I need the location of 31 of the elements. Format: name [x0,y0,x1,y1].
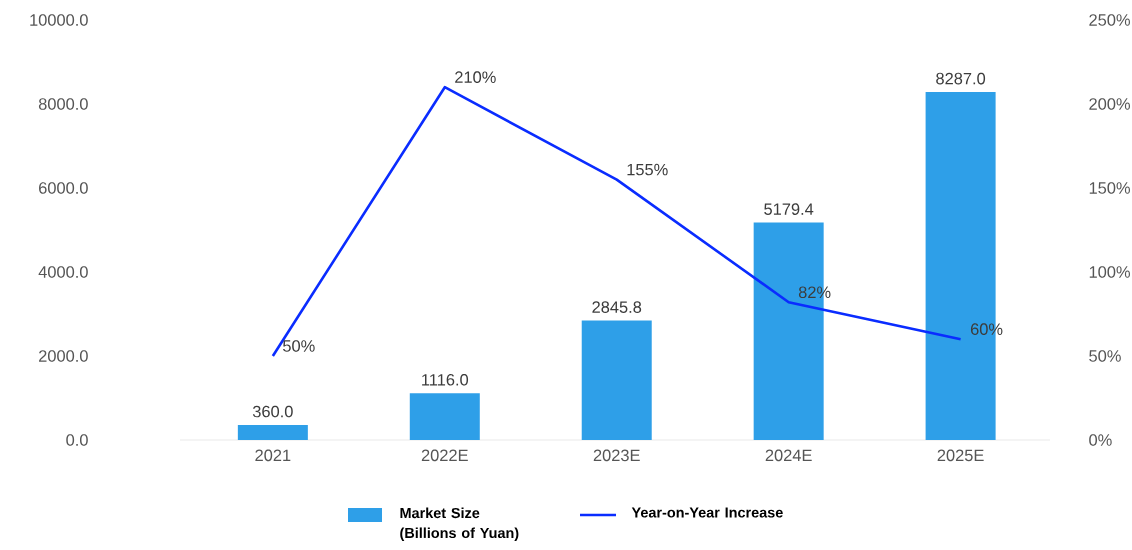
y2-tick-label: 250% [1089,14,1130,26]
y2-tick-label: 0% [1089,434,1112,446]
bar [581,320,652,440]
legend-label: Market Size (Billions of Yuan) [400,507,519,541]
y2-tick-label: 150% [1089,182,1130,194]
y-tick-label: 4000.0 [38,266,88,278]
line-series [271,85,962,358]
bar [237,424,308,440]
data-label: 5179.4 [764,203,814,215]
data-label: 360.0 [252,405,293,418]
x-tick-label: 2021 [255,449,291,462]
data-label: 8287.0 [936,72,986,85]
legend-label: Year-on-Year Increase [631,507,783,518]
y-tick-label: 6000.0 [39,182,88,194]
data-label: 210% [455,71,496,84]
y-tick-label: 2000.0 [39,350,88,362]
x-tick-label: 2025E [937,449,984,462]
y2-tick-label: 100% [1089,266,1130,278]
y2-tick-label: 50% [1089,350,1121,362]
y-tick-label: 0.0 [66,434,88,446]
y-tick-label: 10000.0 [30,14,88,26]
x-tick-label: 2022E [421,449,468,462]
y-tick-label: 8000.0 [38,98,88,110]
x-tick-label: 2023E [593,449,640,462]
bar [409,393,480,440]
data-label: 155% [627,163,668,176]
y2-tick-label: 200% [1089,98,1130,110]
data-label: 2845.8 [592,301,642,313]
x-tick-label: 2024E [765,449,812,462]
data-label: 1116.0 [422,373,469,386]
data-label: 50% [283,340,315,352]
